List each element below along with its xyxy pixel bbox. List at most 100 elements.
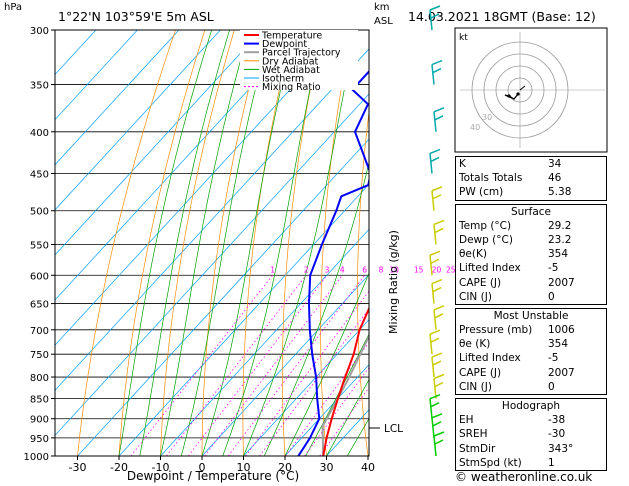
x-axis-title: Dewpoint / Temperature (°C) (127, 469, 299, 483)
index-row: CAPE (J) 2007 (459, 276, 575, 289)
lcl-label: LCL (384, 423, 403, 435)
hodograph-unit: kt (459, 33, 468, 43)
legend-entry: Temperature (261, 31, 322, 42)
wet-adiabat-line (180, 30, 271, 456)
wind-barb-flag (430, 156, 440, 163)
wind-barb-flag (429, 394, 441, 400)
asl-unit-label: ASL (374, 16, 393, 27)
wind-barb-flag (433, 373, 445, 380)
index-row: Temp (°C) 29.2 (459, 219, 572, 232)
wet-adiabat-line (201, 30, 296, 456)
datetime-title: 14.03.2021 18GMT (Base: 12) (408, 9, 596, 24)
mixing-ratio-label: 25 (446, 265, 456, 274)
index-row: SREH -30 (459, 428, 566, 441)
temperature-tick-label: 30 (320, 461, 334, 474)
mixing-ratio-line (204, 275, 343, 456)
temperature-tick-label: 0 (199, 461, 206, 474)
hodograph-point (507, 94, 511, 98)
legend-entry: Dry Adiabat (262, 56, 319, 67)
wind-barb-flag (431, 413, 443, 419)
legend-entry: Dewpoint (262, 39, 307, 50)
index-row: EH -38 (459, 414, 566, 427)
wind-barb-shaft (429, 398, 433, 419)
dry-adiabat-line (357, 109, 369, 456)
isotherm-line (55, 30, 138, 121)
mixing-ratio-label: 20 (432, 265, 442, 274)
index-row: StmSpd (kt) 1 (459, 456, 555, 469)
credit: © weatheronline.co.uk (455, 470, 592, 484)
isotherm-line (55, 93, 369, 436)
parcel-trajectory-line (321, 333, 369, 456)
wind-barb-flag (430, 337, 440, 343)
isotherm-line (55, 30, 304, 301)
temperature-tick-label: -30 (69, 461, 87, 474)
wind-barb-shaft (433, 309, 437, 330)
wind-barb-flag (434, 313, 444, 319)
isotherm-line (55, 30, 221, 211)
isotherm-line (118, 183, 369, 456)
pressure-tick-label: 750 (30, 350, 49, 361)
dry-adiabat-line (428, 30, 451, 456)
pressure-tick-label: 400 (30, 128, 49, 139)
hodograph-ring-label: 40 (470, 123, 480, 132)
mixing-ratio-label: 3 (325, 265, 330, 274)
wet-adiabat-line (305, 333, 369, 456)
wind-barb-flag (433, 107, 445, 113)
wind-barb-flag (429, 148, 441, 155)
wind-barb-shaft (431, 283, 435, 304)
mixing-ratio-label: 4 (340, 265, 345, 274)
wet-adiabat-line (222, 30, 324, 456)
wind-barb-shaft (433, 111, 437, 132)
location-title: 1°22'N 103°59'E 5m ASL (58, 9, 214, 24)
pressure-tick-label: 450 (30, 169, 49, 180)
wind-barb-flag (431, 278, 443, 285)
y-axis-right-title: Mixing Ratio (g/kg) (387, 230, 400, 334)
wind-barb-flag (434, 115, 444, 121)
wet-adiabat-line (139, 30, 230, 456)
wind-barb-flag (430, 402, 440, 408)
isotherm-line (243, 319, 369, 456)
surface-title: Surface (510, 205, 551, 218)
mixing-ratio-label: 6 (362, 265, 367, 274)
wind-barb-flag (433, 305, 445, 311)
wind-barb-shaft (429, 334, 433, 355)
wet-adiabat-line (326, 378, 369, 456)
wind-barb-flag (432, 67, 442, 74)
plot-frame (54, 29, 370, 457)
wind-barb-shaft (431, 64, 435, 85)
wind-barb-flag (431, 186, 443, 192)
wind-barb-flag (432, 421, 442, 427)
mixing-ratio-label: 10 (389, 265, 399, 274)
dry-adiabat-line (77, 30, 176, 456)
index-row: Lifted Index -5 (459, 352, 559, 365)
index-row: K 34 (459, 158, 562, 170)
pressure-tick-label: 650 (30, 300, 49, 311)
isotherm-line (201, 273, 369, 456)
temperature-axis: -30 -20 -10 0 10 20 30 40 (69, 456, 375, 474)
pressure-tick-label: 900 (30, 415, 49, 426)
wind-barb-flag (429, 329, 441, 335)
wind-barb-flag (433, 431, 445, 437)
temperature-tick-label: -10 (152, 461, 170, 474)
index-row: CIN (J) 0 (459, 380, 555, 393)
wind-barb-flag (434, 381, 444, 388)
wind-barb-flag (432, 360, 442, 366)
pressure-unit-label: hPa (4, 2, 23, 13)
wind-barb-flag (432, 194, 442, 200)
dry-adiabat-line (118, 30, 206, 456)
dry-adiabat-line (242, 30, 294, 456)
wind-barb-shaft (431, 417, 435, 438)
mixing-ratio-line (188, 275, 328, 456)
wet-adiabat-line (243, 30, 357, 456)
wind-barb-shaft (433, 378, 437, 399)
mixing-ratio-label: 1 (270, 265, 275, 274)
hodograph-storm-motion (519, 85, 526, 91)
indices-panel: K 34 Totals Totals 46 PW (cm) 5.38 Surface … (455, 156, 607, 474)
mixing-ratio-line (166, 275, 307, 456)
index-row: PW (cm) 5.38 (459, 186, 572, 199)
wind-barb-flag (434, 227, 444, 234)
pressure-tick-label: 850 (30, 394, 49, 405)
legend-entry: Wet Adiabat (262, 65, 320, 76)
